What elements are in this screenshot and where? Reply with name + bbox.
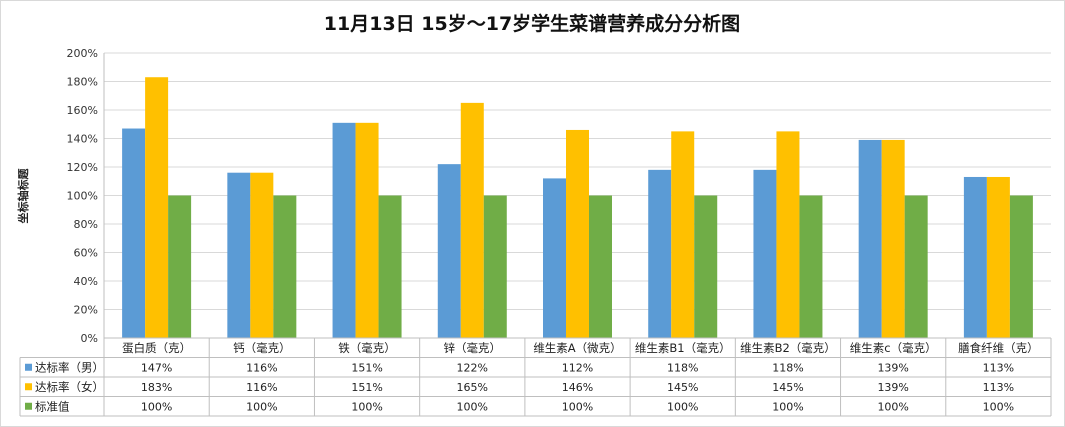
legend-swatch [25, 383, 32, 391]
category-label: 维生素B2（毫克） [740, 341, 836, 355]
y-tick-label: 0% [81, 332, 98, 345]
bar [355, 122, 379, 338]
category-label: 维生素A（微克） [533, 341, 621, 355]
data-label: 100% [141, 400, 172, 413]
bar [753, 169, 777, 338]
data-label: 116% [246, 381, 277, 394]
y-tick-label: 40% [74, 275, 98, 288]
data-label: 112% [562, 361, 593, 374]
category-label: 维生素c（毫克） [850, 341, 937, 355]
legend-entry: 达标率（男） [35, 360, 104, 374]
bar [904, 195, 928, 338]
bar [543, 178, 566, 338]
data-label: 100% [351, 400, 382, 413]
category-label: 维生素B1（毫克） [635, 341, 731, 355]
bar [332, 122, 356, 338]
bar [648, 169, 672, 338]
y-tick-label: 60% [74, 247, 98, 260]
category-label: 铁（毫克） [338, 341, 396, 355]
data-label: 100% [772, 400, 803, 413]
data-label: 151% [351, 381, 382, 394]
bar [986, 176, 1010, 338]
bar [273, 195, 297, 338]
data-label: 100% [246, 400, 277, 413]
bar [168, 195, 192, 338]
data-label: 118% [772, 361, 803, 374]
y-axis-label: 坐标轴标题 [16, 168, 30, 224]
data-label: 145% [772, 381, 803, 394]
bar [122, 128, 146, 338]
bar [799, 195, 823, 338]
bar [963, 176, 987, 338]
y-tick-label: 180% [67, 76, 98, 89]
legend-swatch [25, 363, 32, 371]
data-label: 146% [562, 381, 593, 394]
y-tick-label: 140% [67, 133, 98, 146]
bar [776, 131, 800, 338]
category-label: 钙（毫克） [233, 341, 291, 355]
category-label: 蛋白质（克） [122, 341, 191, 355]
bar [694, 195, 718, 338]
data-label: 139% [877, 381, 908, 394]
y-axis-ticks: 0% 20% 40% 60% 80% 100% 120% 140% 160% 180% 200% [67, 47, 98, 345]
data-label: 100% [877, 400, 908, 413]
chart-title: 11月13日 15岁～17岁学生菜谱营养成分分析图 [324, 12, 740, 35]
bar [671, 131, 695, 338]
data-label: 122% [457, 361, 488, 374]
bar [1009, 195, 1033, 338]
data-label: 100% [667, 400, 698, 413]
data-label: 147% [141, 361, 172, 374]
legend-entry: 标准值 [35, 399, 70, 413]
bar [881, 139, 905, 338]
data-label: 139% [877, 361, 908, 374]
y-tick-label: 200% [67, 47, 98, 60]
data-label: 151% [351, 361, 382, 374]
y-tick-label: 20% [74, 304, 98, 317]
y-tick-label: 160% [67, 104, 98, 117]
data-label: 100% [457, 400, 488, 413]
data-label: 113% [983, 381, 1014, 394]
bar [566, 129, 589, 338]
data-label: 116% [246, 361, 277, 374]
bar [437, 164, 461, 338]
bar-series [122, 77, 1033, 338]
legend-swatch [25, 402, 32, 410]
legend-entry: 达标率（女） [35, 380, 104, 394]
bar [483, 195, 507, 338]
data-label: 100% [983, 400, 1014, 413]
bar [250, 172, 274, 338]
data-label: 118% [667, 361, 698, 374]
bar [589, 195, 612, 338]
data-label: 113% [983, 361, 1014, 374]
data-table: 蛋白质（克） 钙（毫克） 铁（毫克） 锌（毫克） 维生素A（微克） 维生素B1（毫克） 维生… [19, 337, 1052, 417]
data-label: 165% [457, 381, 488, 394]
data-label: 100% [562, 400, 593, 413]
category-label: 膳食纤维（克） [958, 341, 1039, 355]
bar [460, 102, 484, 338]
bar [227, 172, 251, 338]
bar [145, 77, 169, 338]
data-label: 145% [667, 381, 698, 394]
bar [858, 139, 882, 338]
category-label: 锌（毫克） [444, 341, 502, 355]
y-tick-label: 80% [74, 218, 98, 231]
y-tick-label: 120% [67, 161, 98, 174]
y-tick-label: 100% [67, 190, 98, 203]
bar [378, 195, 402, 338]
data-label: 183% [141, 381, 172, 394]
